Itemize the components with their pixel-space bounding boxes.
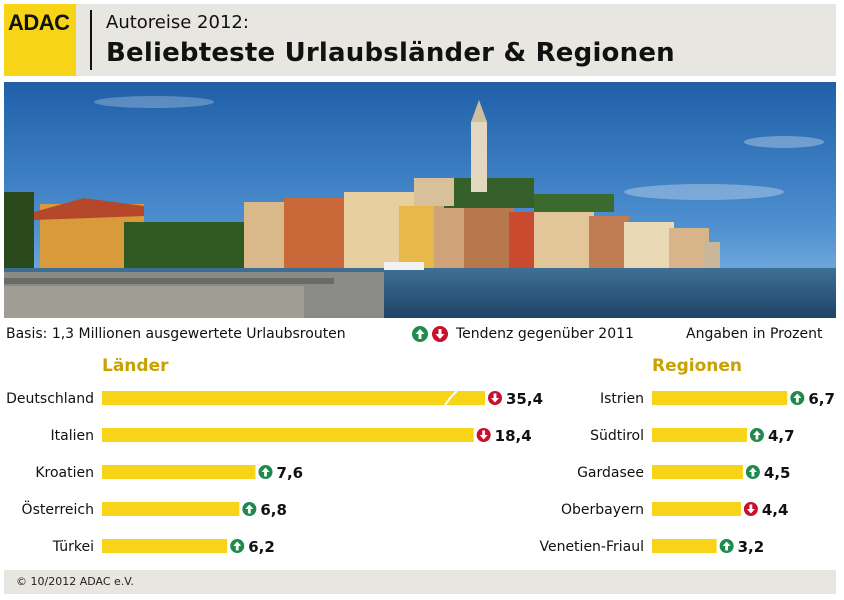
basis-note: Basis: 1,3 Millionen ausgewertete Urlaub… — [6, 326, 346, 342]
laender-value-label: 6,8 — [260, 501, 287, 519]
regionen-value-label: 4,4 — [762, 501, 789, 519]
regionen-category-label: Gardasee — [577, 465, 644, 481]
laender-value-label: 6,2 — [248, 538, 275, 556]
trend-up-icon — [790, 391, 805, 405]
laender-category-label: Italien — [51, 428, 94, 444]
trend-up-icon — [745, 465, 760, 479]
unit-note: Angaben in Prozent — [686, 326, 823, 342]
trend-down-icon — [476, 428, 491, 442]
laender-chart-title: Länder — [102, 356, 169, 376]
adac-logo: ADAC — [4, 4, 76, 76]
laender-category-label: Türkei — [52, 539, 94, 555]
regionen-chart-title: Regionen — [652, 356, 743, 376]
regionen-bar — [652, 502, 741, 516]
laender-bar — [102, 502, 240, 516]
trend-down-icon — [432, 326, 448, 342]
laender-category-label: Österreich — [22, 500, 94, 518]
trend-up-icon — [242, 502, 257, 516]
page-title: Beliebteste Urlaubsländer & Regionen — [106, 38, 675, 68]
trend-legend-label: Tendenz gegenüber 2011 — [456, 326, 634, 342]
regionen-bar — [652, 428, 747, 442]
laender-bar — [102, 428, 474, 442]
laender-bar — [102, 465, 256, 479]
regionen-bar — [652, 539, 717, 553]
copyright-footer: © 10/2012 ADAC e.V. — [4, 570, 836, 594]
trend-up-icon — [258, 465, 273, 479]
laender-bar — [102, 391, 485, 405]
regionen-category-label: Südtirol — [590, 428, 644, 444]
trend-down-icon — [488, 391, 502, 405]
bar-charts: Deutschland 35,4 Italien 18,4 Kroatien 7,6 Öst… — [6, 390, 835, 556]
regionen-bar — [652, 465, 743, 479]
laender-bar — [102, 539, 228, 553]
regionen-value-label: 3,2 — [738, 538, 765, 556]
regionen-value-label: 4,7 — [768, 427, 795, 445]
laender-value-label: 18,4 — [495, 427, 532, 445]
trend-up-icon — [719, 539, 734, 553]
rovinj-harbor-photo — [4, 82, 836, 318]
regionen-bar — [652, 391, 788, 405]
regionen-value-label: 4,5 — [764, 464, 791, 482]
regionen-value-label: 6,7 — [808, 390, 835, 408]
header-divider — [90, 10, 92, 70]
laender-category-label: Kroatien — [35, 465, 94, 481]
trend-up-icon — [412, 326, 428, 342]
regionen-category-label: Oberbayern — [561, 502, 644, 518]
laender-value-label: 35,4 — [506, 390, 543, 408]
trend-up-icon — [749, 428, 764, 442]
regionen-category-label: Istrien — [600, 391, 644, 407]
trend-down-icon — [743, 502, 758, 516]
axis-break-mark — [444, 390, 458, 406]
laender-category-label: Deutschland — [6, 391, 94, 407]
trend-up-icon — [230, 539, 245, 553]
laender-value-label: 7,6 — [277, 464, 304, 482]
regionen-category-label: Venetien-Friaul — [539, 539, 644, 555]
trend-legend: Tendenz gegenüber 2011 — [412, 326, 634, 342]
header-banner: ADAC Autoreise 2012: Beliebteste Urlaubs… — [4, 4, 836, 76]
page-subtitle: Autoreise 2012: — [106, 12, 249, 33]
